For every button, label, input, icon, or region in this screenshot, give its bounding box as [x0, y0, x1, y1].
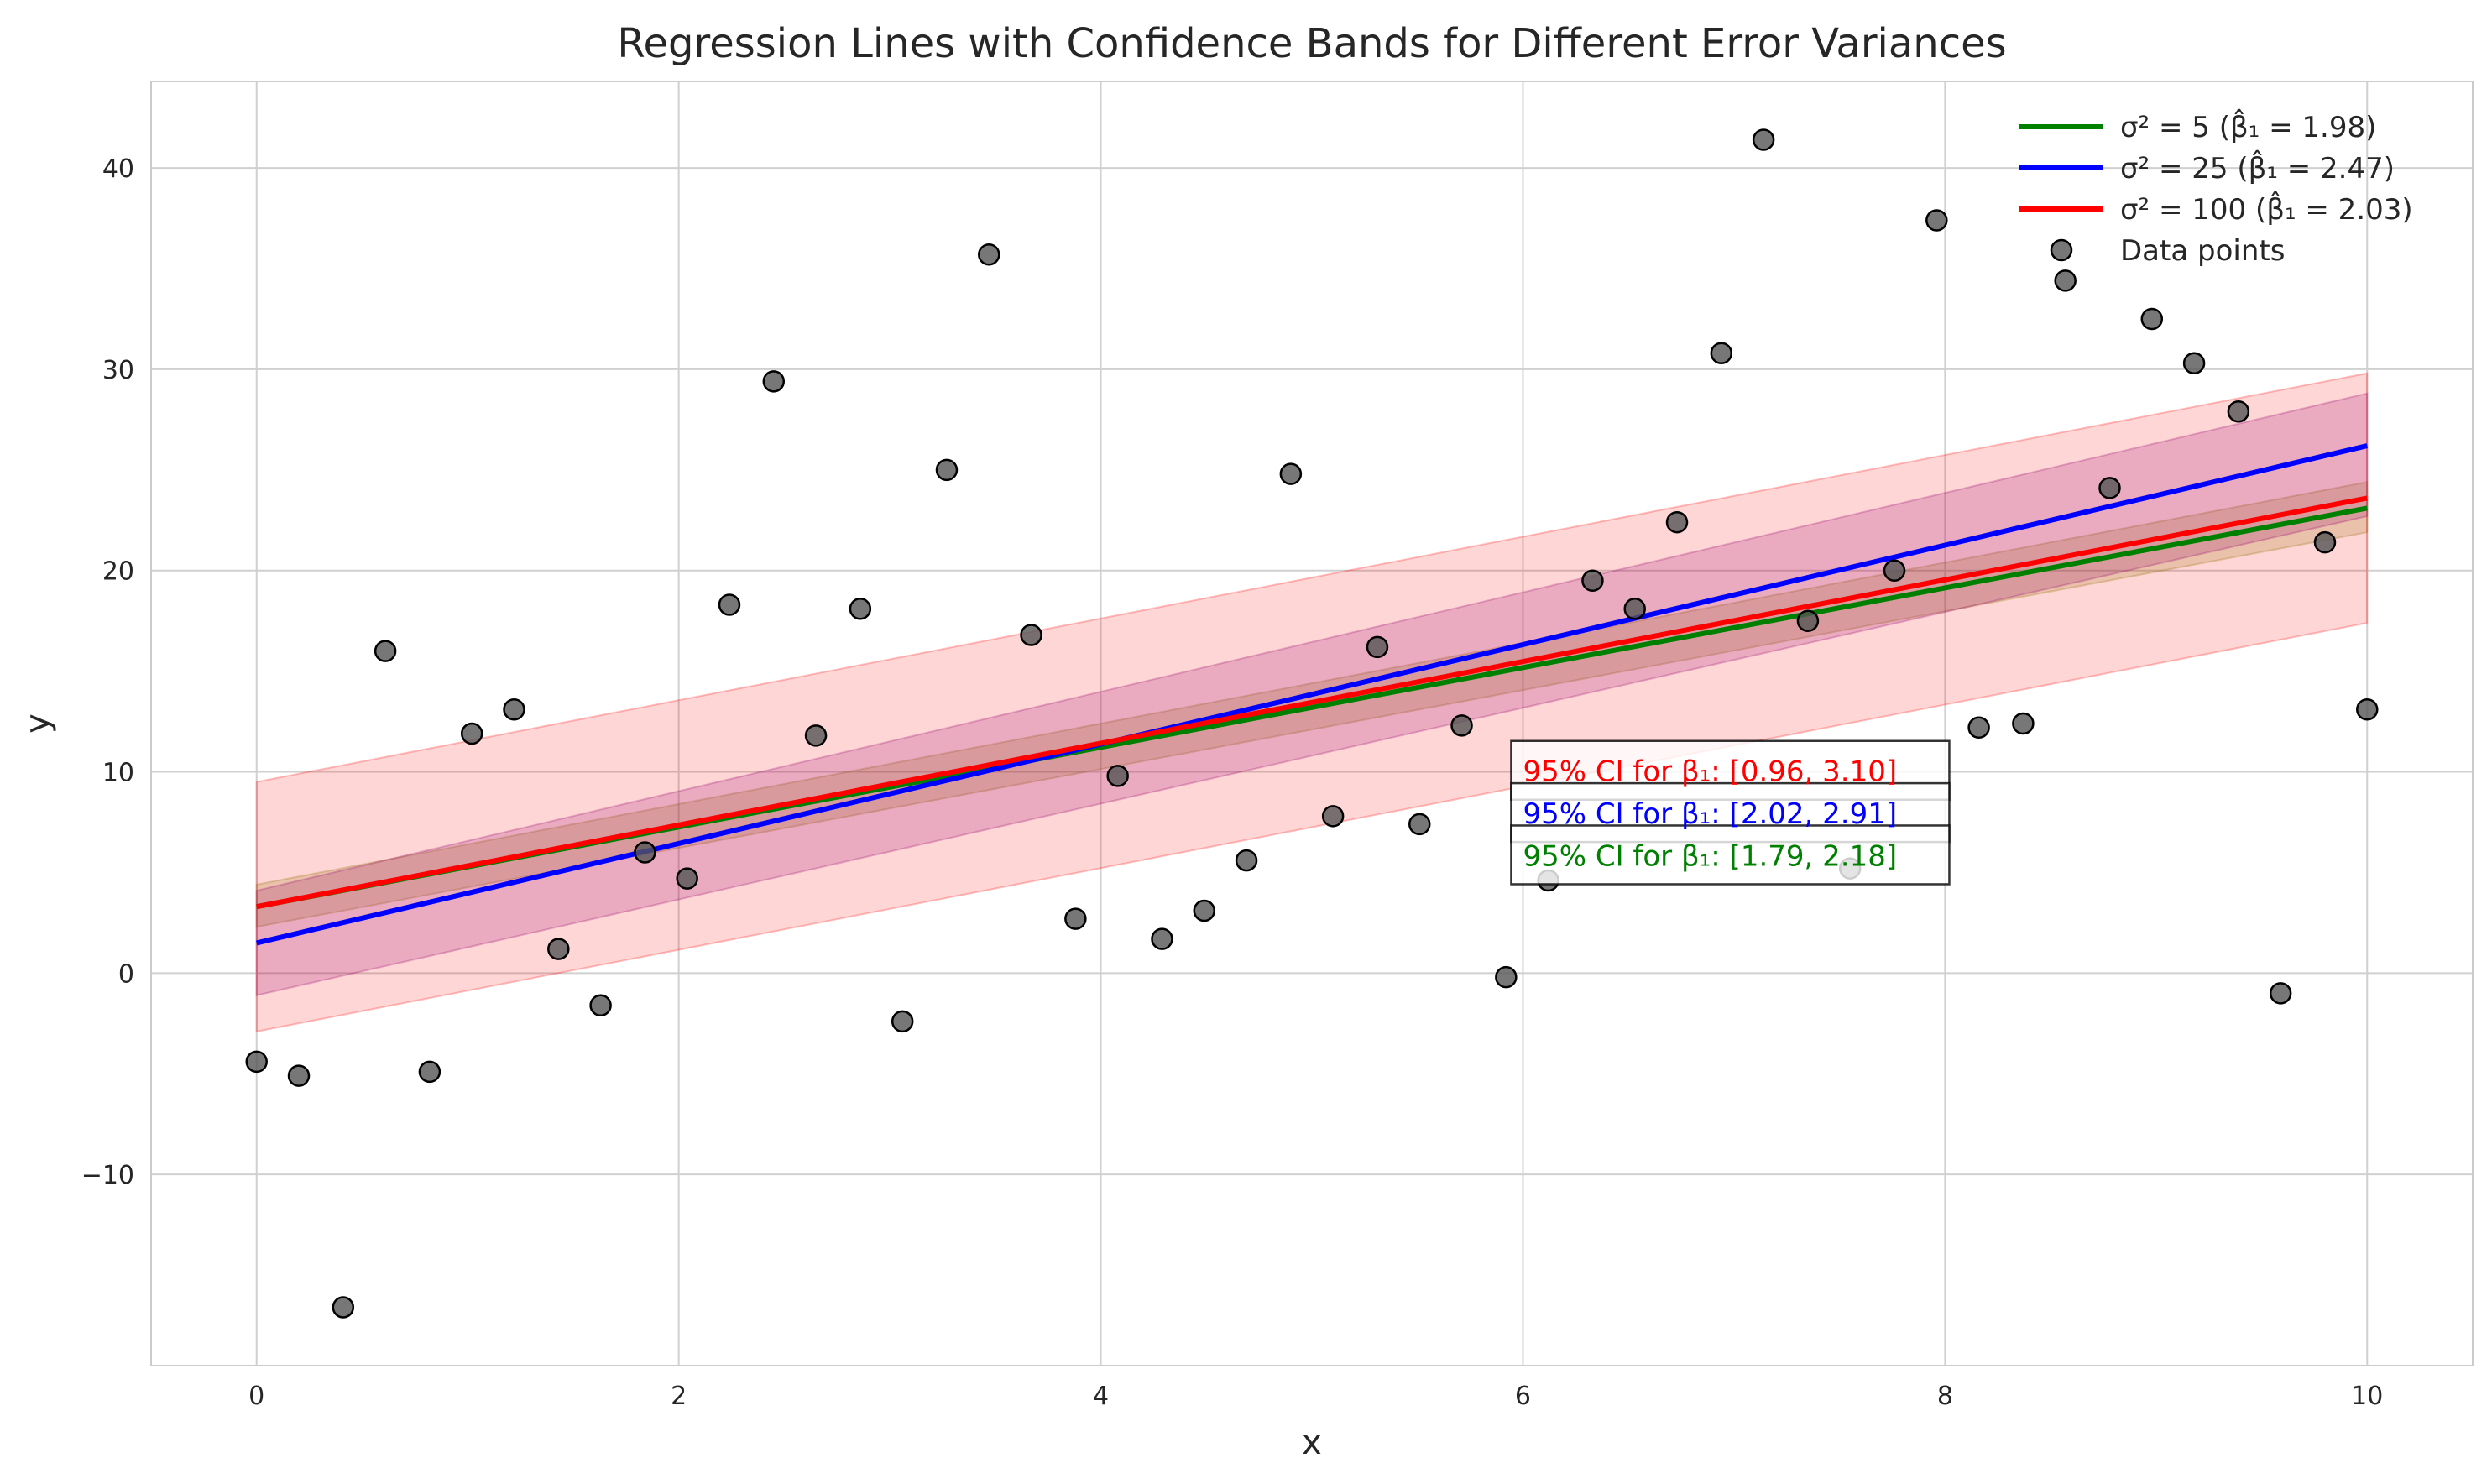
ci-annotation-text: 95% CI for β₁: [0.96, 3.10]: [1523, 755, 1897, 789]
data-point: [418, 1060, 441, 1084]
y-tick-label: −10: [81, 1161, 134, 1190]
regression-line: [256, 495, 2368, 910]
data-point: [589, 994, 612, 1016]
plot-background: [151, 81, 2473, 1366]
x-tick-label: 2: [671, 1382, 687, 1411]
data-point: [287, 1064, 311, 1087]
data-point: [2313, 530, 2337, 554]
x-axis-label: x: [1302, 1424, 1322, 1462]
data-point: [1581, 569, 1604, 592]
legend: σ² = 5 (β̂₁ = 1.98) σ² = 25 (β̂₁ = 2.47) σ…: [2019, 109, 2413, 268]
data-point: [1279, 462, 1303, 485]
data-point: [1710, 342, 1733, 364]
legend-label: σ² = 25 (β̂₁ = 2.47): [2120, 150, 2395, 186]
y-tick-label: 20: [102, 557, 134, 587]
data-point: [374, 640, 397, 662]
data-point: [503, 698, 525, 721]
ci-annotation-text: 95% CI for β₁: [1.79, 2.18]: [1523, 839, 1897, 873]
chart-title: Regression Lines with Confidence Bands f…: [617, 20, 2006, 67]
x-tick-label: 4: [1093, 1382, 1109, 1411]
data-point: [1623, 598, 1646, 620]
data-point: [891, 1010, 914, 1033]
data-point: [1106, 765, 1129, 787]
y-axis-label: y: [18, 713, 57, 734]
grid: [151, 81, 2473, 1366]
x-tick-label: 10: [2351, 1382, 2383, 1411]
data-point: [2227, 400, 2250, 423]
data-point: [2182, 352, 2206, 374]
regression-line: [256, 443, 2368, 946]
x-tick-label: 0: [248, 1382, 264, 1411]
data-point: [935, 458, 959, 482]
data-point: [978, 243, 1000, 266]
y-tick-label: 0: [118, 959, 134, 989]
data-point: [1796, 609, 1820, 632]
ci-annotations: 95% CI for β₁: [0.96, 3.10] 95% CI for β₁…: [1510, 739, 1951, 886]
ci-annotation-text: 95% CI for β₁: [2.02, 2.91]: [1523, 797, 1897, 831]
data-point: [460, 722, 483, 745]
y-tick-label: 10: [102, 759, 134, 788]
data-point: [804, 724, 828, 747]
data-point: [1967, 716, 1990, 739]
data-point: [1366, 635, 1389, 659]
y-tick-label: 30: [102, 356, 134, 385]
data-point: [2269, 982, 2292, 1005]
legend-label: Data points: [2120, 234, 2285, 268]
data-point: [1752, 128, 1775, 151]
data-point: [1450, 714, 1473, 737]
data-point: [634, 841, 656, 864]
legend-swatch: [2050, 238, 2073, 262]
data-point: [245, 1050, 268, 1074]
data-point: [1321, 805, 1345, 828]
data-point: [2140, 307, 2164, 331]
data-point: [2054, 269, 2077, 292]
data-point: [1408, 813, 1431, 836]
data-point: [1020, 624, 1042, 646]
data-point: [1235, 849, 1258, 872]
data-point: [762, 370, 786, 393]
data-point: [332, 1296, 355, 1319]
data-point: [547, 938, 570, 960]
data-point: [1925, 209, 1948, 232]
regression-lines: [256, 443, 2368, 946]
x-tick-label: 8: [1937, 1382, 1953, 1411]
x-axis-ticks: 0 2 4 6 8 10: [248, 1382, 2383, 1411]
data-point: [2012, 712, 2035, 735]
data-point: [1665, 510, 1689, 534]
data-point: [1193, 899, 1216, 922]
data-point: [1064, 907, 1087, 930]
data-point: [718, 593, 741, 616]
legend-label: σ² = 5 (β̂₁ = 1.98): [2120, 109, 2376, 144]
data-point: [849, 598, 872, 620]
ci-annotation-box: [1510, 824, 1951, 886]
data-point: [2356, 698, 2379, 721]
data-point: [1883, 559, 1906, 582]
data-point: [1151, 928, 1173, 950]
y-tick-label: 40: [102, 154, 134, 184]
data-point: [2098, 477, 2121, 499]
x-tick-label: 6: [1515, 1382, 1531, 1411]
legend-label: σ² = 100 (β̂₁ = 2.03): [2120, 191, 2413, 227]
y-axis-ticks: −10 0 10 20 30 40: [81, 154, 134, 1190]
plot-frame: [150, 81, 2474, 1366]
data-point: [1495, 965, 1518, 989]
data-point: [676, 867, 698, 890]
